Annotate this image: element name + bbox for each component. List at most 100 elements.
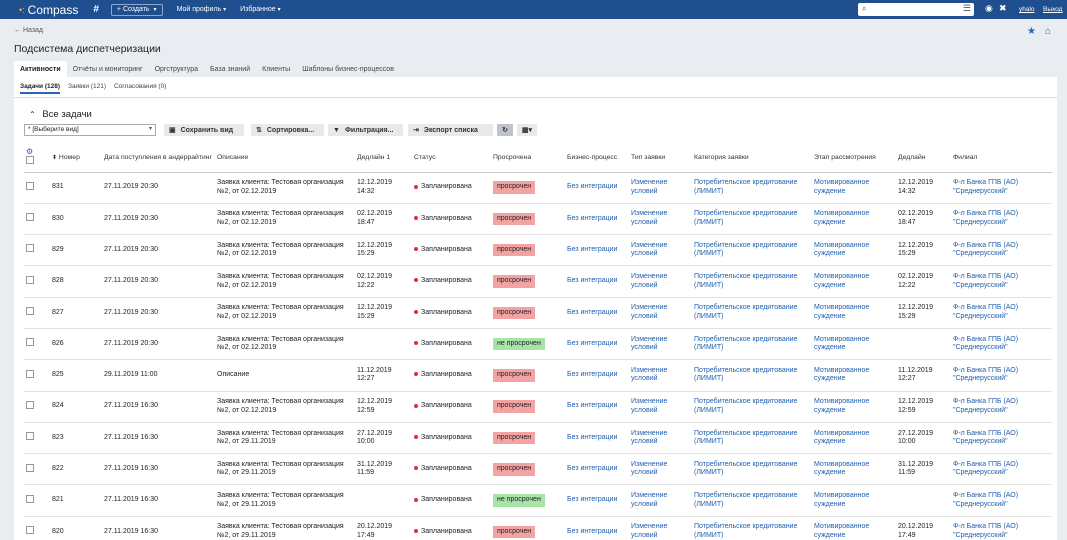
cell-category[interactable]: Потребительское кредитование (ЛИМИТ): [692, 328, 812, 361]
cell-business-process[interactable]: Без интеграции: [565, 484, 629, 517]
tab-bp-templates[interactable]: Шаблоны бизнес-процессов: [302, 65, 394, 73]
back-link[interactable]: ← Назад: [14, 27, 43, 34]
nav-favorites[interactable]: Избранное ▾: [240, 6, 280, 13]
tab-reports[interactable]: Отчёты и мониторинг: [72, 65, 143, 73]
cell-stage[interactable]: Мотивированное суждение: [812, 391, 896, 423]
cell-stage[interactable]: Мотивированное суждение: [812, 203, 896, 236]
cell-request-type[interactable]: Изменение условий: [629, 422, 692, 455]
row-checkbox[interactable]: [26, 494, 34, 503]
col-header-stage[interactable]: Этап рассмотрения: [812, 144, 896, 173]
col-header-deadline[interactable]: Дедлайн: [896, 144, 951, 173]
cell-business-process[interactable]: Без интеграции: [565, 265, 629, 298]
col-header-request-type[interactable]: Тип заявки: [629, 144, 692, 173]
cell-business-process[interactable]: Без интеграции: [565, 422, 629, 455]
cell-business-process[interactable]: Без интеграции: [565, 297, 629, 329]
cell-stage[interactable]: Мотивированное суждение: [812, 453, 896, 486]
star-icon[interactable]: ★: [1027, 26, 1036, 37]
table-row[interactable]: 820 27.11.2019 16:30 Заявка клиента: Тесто…: [24, 516, 1052, 540]
cell-branch[interactable]: Ф-л Банка ГПБ (АО) "Среднерусский": [951, 203, 1052, 236]
table-row[interactable]: 822 27.11.2019 16:30 Заявка клиента: Тесто…: [24, 453, 1052, 486]
row-checkbox[interactable]: [26, 213, 34, 222]
cell-stage[interactable]: Мотивированное суждение: [812, 172, 896, 204]
filter-lines-icon[interactable]: ☰: [962, 3, 971, 13]
subtab-tasks[interactable]: Задачи (128): [20, 83, 61, 94]
export-button[interactable]: ⇥ Экспорт списка: [408, 124, 493, 136]
cell-category[interactable]: Потребительское кредитование (ЛИМИТ): [692, 265, 812, 298]
cell-stage[interactable]: Мотивированное суждение: [812, 484, 896, 517]
row-checkbox[interactable]: [26, 181, 34, 190]
table-row[interactable]: 826 27.11.2019 20:30 Заявка клиента: Тесто…: [24, 328, 1052, 361]
table-row[interactable]: 827 27.11.2019 20:30 Заявка клиента: Тесто…: [24, 297, 1052, 329]
cell-business-process[interactable]: Без интеграции: [565, 234, 629, 267]
cell-business-process[interactable]: Без интеграции: [565, 203, 629, 236]
cell-category[interactable]: Потребительское кредитование (ЛИМИТ): [692, 391, 812, 423]
row-checkbox[interactable]: [26, 526, 34, 535]
gear-icon[interactable]: ⚙: [26, 147, 34, 157]
cell-request-type[interactable]: Изменение условий: [629, 328, 692, 361]
cell-category[interactable]: Потребительское кредитование (ЛИМИТ): [692, 359, 812, 392]
cell-request-type[interactable]: Изменение условий: [629, 391, 692, 423]
brand-logo[interactable]: •: Compass: [19, 3, 78, 17]
row-checkbox[interactable]: [26, 338, 34, 347]
table-row[interactable]: 828 27.11.2019 20:30 Заявка клиента: Тесто…: [24, 265, 1052, 298]
cell-business-process[interactable]: Без интеграции: [565, 516, 629, 540]
cell-stage[interactable]: Мотивированное суждение: [812, 359, 896, 392]
cell-category[interactable]: Потребительское кредитование (ЛИМИТ): [692, 484, 812, 517]
cell-branch[interactable]: Ф-л Банка ГПБ (АО) "Среднерусский": [951, 265, 1052, 298]
col-header-date[interactable]: Дата поступления в андеррайтинг: [102, 144, 215, 173]
cell-branch[interactable]: Ф-л Банка ГПБ (АО) "Среднерусский": [951, 172, 1052, 204]
subtab-requests[interactable]: Заявки (121): [68, 83, 106, 90]
cell-stage[interactable]: Мотивированное суждение: [812, 422, 896, 455]
cell-request-type[interactable]: Изменение условий: [629, 172, 692, 204]
cell-branch[interactable]: Ф-л Банка ГПБ (АО) "Среднерусский": [951, 453, 1052, 486]
cell-stage[interactable]: Мотивированное суждение: [812, 265, 896, 298]
cell-stage[interactable]: Мотивированное суждение: [812, 328, 896, 361]
row-checkbox[interactable]: [26, 307, 34, 316]
cell-business-process[interactable]: Без интеграции: [565, 172, 629, 204]
cell-request-type[interactable]: Изменение условий: [629, 516, 692, 540]
table-row[interactable]: 823 27.11.2019 16:30 Заявка клиента: Тесто…: [24, 422, 1052, 455]
cell-request-type[interactable]: Изменение условий: [629, 484, 692, 517]
cell-category[interactable]: Потребительское кредитование (ЛИМИТ): [692, 453, 812, 486]
cell-stage[interactable]: Мотивированное суждение: [812, 234, 896, 267]
row-checkbox[interactable]: [26, 244, 34, 253]
cell-request-type[interactable]: Изменение условий: [629, 203, 692, 236]
cell-branch[interactable]: Ф-л Банка ГПБ (АО) "Среднерусский": [951, 297, 1052, 329]
cell-request-type[interactable]: Изменение условий: [629, 234, 692, 267]
col-header-category[interactable]: Категория заявки: [692, 144, 812, 173]
table-row[interactable]: 824 27.11.2019 16:30 Заявка клиента: Тесто…: [24, 391, 1052, 423]
col-header-overdue[interactable]: Просрочена: [491, 144, 565, 173]
col-header-status[interactable]: Статус: [412, 144, 491, 173]
table-row[interactable]: 831 27.11.2019 20:30 Заявка клиента: Тесто…: [24, 172, 1052, 204]
user-link[interactable]: yhalo: [1019, 6, 1035, 13]
cell-category[interactable]: Потребительское кредитование (ЛИМИТ): [692, 234, 812, 267]
cell-category[interactable]: Потребительское кредитование (ЛИМИТ): [692, 422, 812, 455]
cell-request-type[interactable]: Изменение условий: [629, 359, 692, 392]
filter-button[interactable]: ▼ Фильтрация...: [328, 124, 403, 136]
tab-activities[interactable]: Активности: [14, 61, 67, 77]
col-header-description[interactable]: Описание: [215, 144, 355, 173]
cell-branch[interactable]: Ф-л Банка ГПБ (АО) "Среднерусский": [951, 234, 1052, 267]
cell-branch[interactable]: Ф-л Банка ГПБ (АО) "Среднерусский": [951, 391, 1052, 423]
sort-button[interactable]: ⇅ Сортировка...: [251, 124, 324, 136]
row-checkbox[interactable]: [26, 369, 34, 378]
save-view-button[interactable]: ▣ Сохранить вид: [164, 124, 244, 136]
row-checkbox[interactable]: [26, 463, 34, 472]
col-header-deadline1[interactable]: Дедлайн 1: [355, 144, 412, 173]
row-checkbox[interactable]: [26, 432, 34, 441]
cell-branch[interactable]: Ф-л Банка ГПБ (АО) "Среднерусский": [951, 516, 1052, 540]
create-button[interactable]: + Создать ▾: [110, 3, 163, 16]
eye-icon[interactable]: ◉: [985, 3, 993, 13]
col-header-business-process[interactable]: Бизнес-процесс: [565, 144, 629, 173]
cell-business-process[interactable]: Без интеграции: [565, 453, 629, 486]
cell-branch[interactable]: Ф-л Банка ГПБ (АО) "Среднерусский": [951, 328, 1052, 361]
cell-branch[interactable]: Ф-л Банка ГПБ (АО) "Среднерусский": [951, 422, 1052, 455]
hash-icon[interactable]: #: [93, 4, 99, 15]
nav-my-profile[interactable]: Мой профиль ▾: [177, 6, 227, 13]
tab-org-structure[interactable]: Оргструктура: [154, 65, 198, 73]
tab-clients[interactable]: Клиенты: [262, 65, 291, 73]
cell-category[interactable]: Потребительское кредитование (ЛИМИТ): [692, 516, 812, 540]
cell-business-process[interactable]: Без интеграции: [565, 359, 629, 392]
select-all-checkbox[interactable]: [26, 156, 34, 165]
tools-icon[interactable]: ✖: [999, 3, 1007, 13]
